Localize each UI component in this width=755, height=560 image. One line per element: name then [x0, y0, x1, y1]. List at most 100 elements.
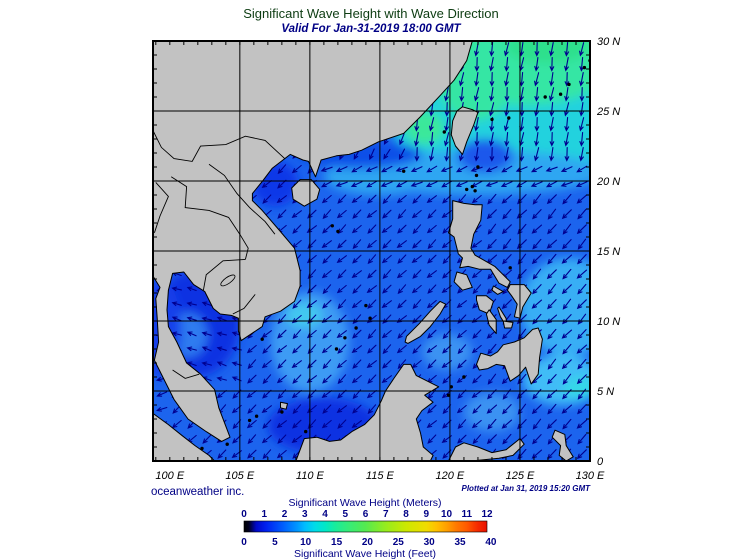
wave-arrow: [531, 404, 542, 415]
landmass-masbate: [491, 285, 504, 295]
wave-arrow: [247, 404, 257, 414]
wave-arrow: [519, 101, 525, 117]
wave-arrow: [486, 434, 497, 445]
cambodia-vietnam-border: [232, 294, 256, 315]
wave-arrow: [352, 359, 362, 369]
landmass-natuna: [280, 401, 288, 410]
wave-arrow: [186, 331, 197, 337]
wave-arrow: [575, 181, 588, 187]
wave-arrow: [504, 56, 510, 72]
islet-dot: [368, 316, 372, 320]
wave-arrow: [247, 434, 257, 445]
wave-arrow: [382, 284, 392, 294]
wave-arrow: [367, 269, 377, 279]
wave-arrow: [487, 418, 497, 430]
wave-arrow: [545, 180, 558, 188]
wave-arrow: [186, 346, 197, 352]
thailand-cambodia-border: [202, 258, 246, 291]
wave-arrow: [292, 374, 302, 384]
landmass-mindanao: [476, 327, 543, 385]
wave-arrow: [352, 284, 362, 294]
wave-height-patch: [457, 139, 513, 173]
islet-dot: [465, 187, 469, 192]
lon-label: 100 E: [155, 470, 184, 482]
wave-arrow: [367, 254, 377, 265]
wave-arrow: [472, 434, 482, 445]
wave-arrow: [291, 389, 302, 399]
wave-arrow: [576, 299, 587, 310]
wave-arrow: [457, 359, 467, 369]
colorbar-meter-tick: 7: [383, 509, 389, 520]
wave-arrow: [487, 223, 497, 235]
wave-arrow: [320, 180, 333, 188]
wave-arrow: [369, 148, 375, 161]
wave-arrow: [276, 449, 287, 459]
wave-arrow: [485, 181, 498, 187]
wave-arrow: [382, 314, 392, 324]
wave-arrow: [564, 102, 570, 117]
wave-arrow: [562, 343, 572, 355]
colorbar-title-meters: Significant Wave Height (Meters): [288, 497, 441, 509]
wave-arrow: [504, 147, 509, 162]
wave-arrow: [156, 391, 168, 397]
wave-arrow: [381, 254, 392, 264]
wave-arrow: [382, 209, 392, 219]
wave-arrow: [549, 101, 555, 117]
islet-dot: [462, 375, 466, 379]
wave-arrow: [427, 239, 437, 250]
colorbar-feet-tick: 20: [362, 537, 374, 548]
wave-height-patch: [506, 41, 590, 64]
wave-arrow: [306, 254, 317, 264]
wave-arrow: [262, 419, 272, 429]
wave-arrow: [560, 166, 573, 172]
wave-arrow: [444, 117, 449, 132]
wave-arrow: [291, 164, 302, 174]
wave-arrow: [579, 102, 584, 117]
wave-arrow: [216, 376, 227, 382]
wave-arrow: [291, 435, 302, 444]
wave-arrow: [427, 329, 437, 339]
wave-arrow: [471, 194, 482, 204]
wave-arrow: [261, 180, 272, 189]
wave-arrow: [502, 404, 512, 415]
colorbar-title-feet: Significant Wave Height (Feet): [294, 548, 436, 560]
wave-arrow: [351, 345, 362, 354]
wave-arrow: [456, 329, 467, 339]
wave-arrow: [577, 283, 587, 295]
wave-arrow: [337, 419, 347, 429]
wave-arrow: [579, 86, 585, 102]
wave-arrow: [321, 419, 332, 429]
wave-arrow: [534, 132, 539, 147]
wave-arrow: [547, 374, 557, 385]
lat-label: 15 N: [597, 246, 620, 258]
wave-arrow: [216, 389, 227, 399]
wave-arrow: [366, 389, 377, 399]
wave-arrow: [397, 284, 407, 295]
wave-arrow: [321, 269, 332, 279]
colorbar-feet-tick: 5: [272, 537, 278, 548]
wave-arrow: [381, 375, 392, 384]
wave-arrow: [576, 269, 588, 279]
wave-arrow: [472, 374, 482, 384]
wave-arrow: [457, 419, 467, 430]
wave-arrow: [547, 224, 557, 235]
wave-arrow: [427, 359, 437, 369]
wave-arrow: [579, 117, 585, 132]
wave-arrow: [321, 390, 332, 399]
wave-arrow: [576, 165, 588, 173]
wave-arrow: [335, 166, 348, 172]
wave-arrow: [486, 404, 498, 414]
wave-arrow: [534, 57, 539, 72]
lon-label: 120 E: [436, 470, 465, 482]
wave-arrow: [336, 255, 347, 264]
wave-arrow: [444, 87, 449, 102]
wave-arrow: [276, 374, 287, 384]
wave-arrow: [517, 194, 527, 205]
wave-arrow: [577, 358, 587, 370]
islet-dot: [473, 189, 477, 193]
wave-arrow: [549, 117, 554, 132]
wave-arrow: [201, 361, 212, 367]
wave-arrow: [577, 254, 587, 265]
wave-arrow: [547, 283, 557, 295]
